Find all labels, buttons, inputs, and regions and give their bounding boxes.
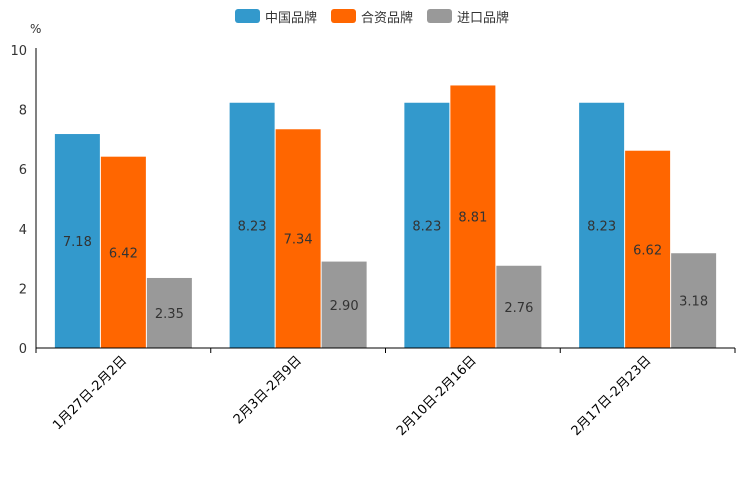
data-label-imported-brand: 2.76 bbox=[504, 301, 533, 316]
bar-china-brand bbox=[54, 134, 100, 348]
data-label-imported-brand: 3.18 bbox=[679, 295, 708, 310]
x-category-label: 2月3日-2月9日 bbox=[231, 353, 305, 427]
data-label-imported-brand: 2.90 bbox=[330, 299, 359, 314]
y-tick-label: 10 bbox=[10, 44, 27, 59]
bar-joint-venture-brand bbox=[275, 129, 321, 348]
y-tick-label: 0 bbox=[19, 342, 27, 357]
x-category-label: 1月27日-2月2日 bbox=[50, 353, 130, 433]
legend-label-joint-venture-brand: 合资品牌 bbox=[360, 10, 413, 26]
data-label-china-brand: 8.23 bbox=[587, 219, 616, 234]
bar-china-brand bbox=[404, 102, 450, 348]
y-tick-label: 2 bbox=[19, 282, 27, 297]
bar-china-brand bbox=[579, 102, 625, 348]
legend-swatch-imported-brand bbox=[427, 9, 452, 23]
legend-swatch-joint-venture-brand bbox=[330, 9, 356, 23]
bar-joint-venture-brand bbox=[625, 150, 671, 348]
bar-joint-venture-brand bbox=[450, 85, 496, 348]
legend-label-imported-brand: 进口品牌 bbox=[457, 10, 510, 26]
data-label-china-brand: 7.18 bbox=[63, 235, 92, 250]
data-label-joint-venture-brand: 7.34 bbox=[284, 233, 313, 248]
y-axis-unit: % bbox=[30, 22, 42, 36]
legend-swatch-china-brand bbox=[234, 9, 260, 23]
y-tick-label: 4 bbox=[19, 223, 27, 238]
y-tick-label: 6 bbox=[19, 163, 27, 178]
data-label-joint-venture-brand: 6.42 bbox=[109, 246, 138, 261]
bar-imported-brand bbox=[146, 277, 192, 348]
legend-item-china-brand[interactable]: 中国品牌 bbox=[234, 7, 317, 26]
bar-imported-brand bbox=[321, 261, 367, 348]
x-category-label: 2月17日-2月23日 bbox=[569, 353, 655, 439]
data-label-joint-venture-brand: 8.81 bbox=[458, 211, 487, 226]
data-label-china-brand: 8.23 bbox=[238, 219, 267, 234]
data-label-china-brand: 8.23 bbox=[412, 219, 441, 234]
x-category-label: 2月10日-2月16日 bbox=[394, 353, 480, 439]
bar-joint-venture-brand bbox=[100, 156, 146, 348]
legend-item-joint-venture-brand[interactable]: 合资品牌 bbox=[330, 7, 413, 26]
y-tick-label: 8 bbox=[19, 104, 27, 119]
data-label-imported-brand: 2.35 bbox=[155, 307, 184, 322]
bar-china-brand bbox=[229, 102, 275, 348]
bar-imported-brand bbox=[671, 253, 717, 348]
bar-imported-brand bbox=[496, 265, 542, 348]
legend-label-china-brand: 中国品牌 bbox=[264, 10, 317, 26]
legend-item-imported-brand[interactable]: 进口品牌 bbox=[427, 7, 509, 26]
chart-legend: 中国品牌 合资品牌 进口品牌 bbox=[0, 6, 744, 26]
data-label-joint-venture-brand: 6.62 bbox=[633, 243, 662, 258]
